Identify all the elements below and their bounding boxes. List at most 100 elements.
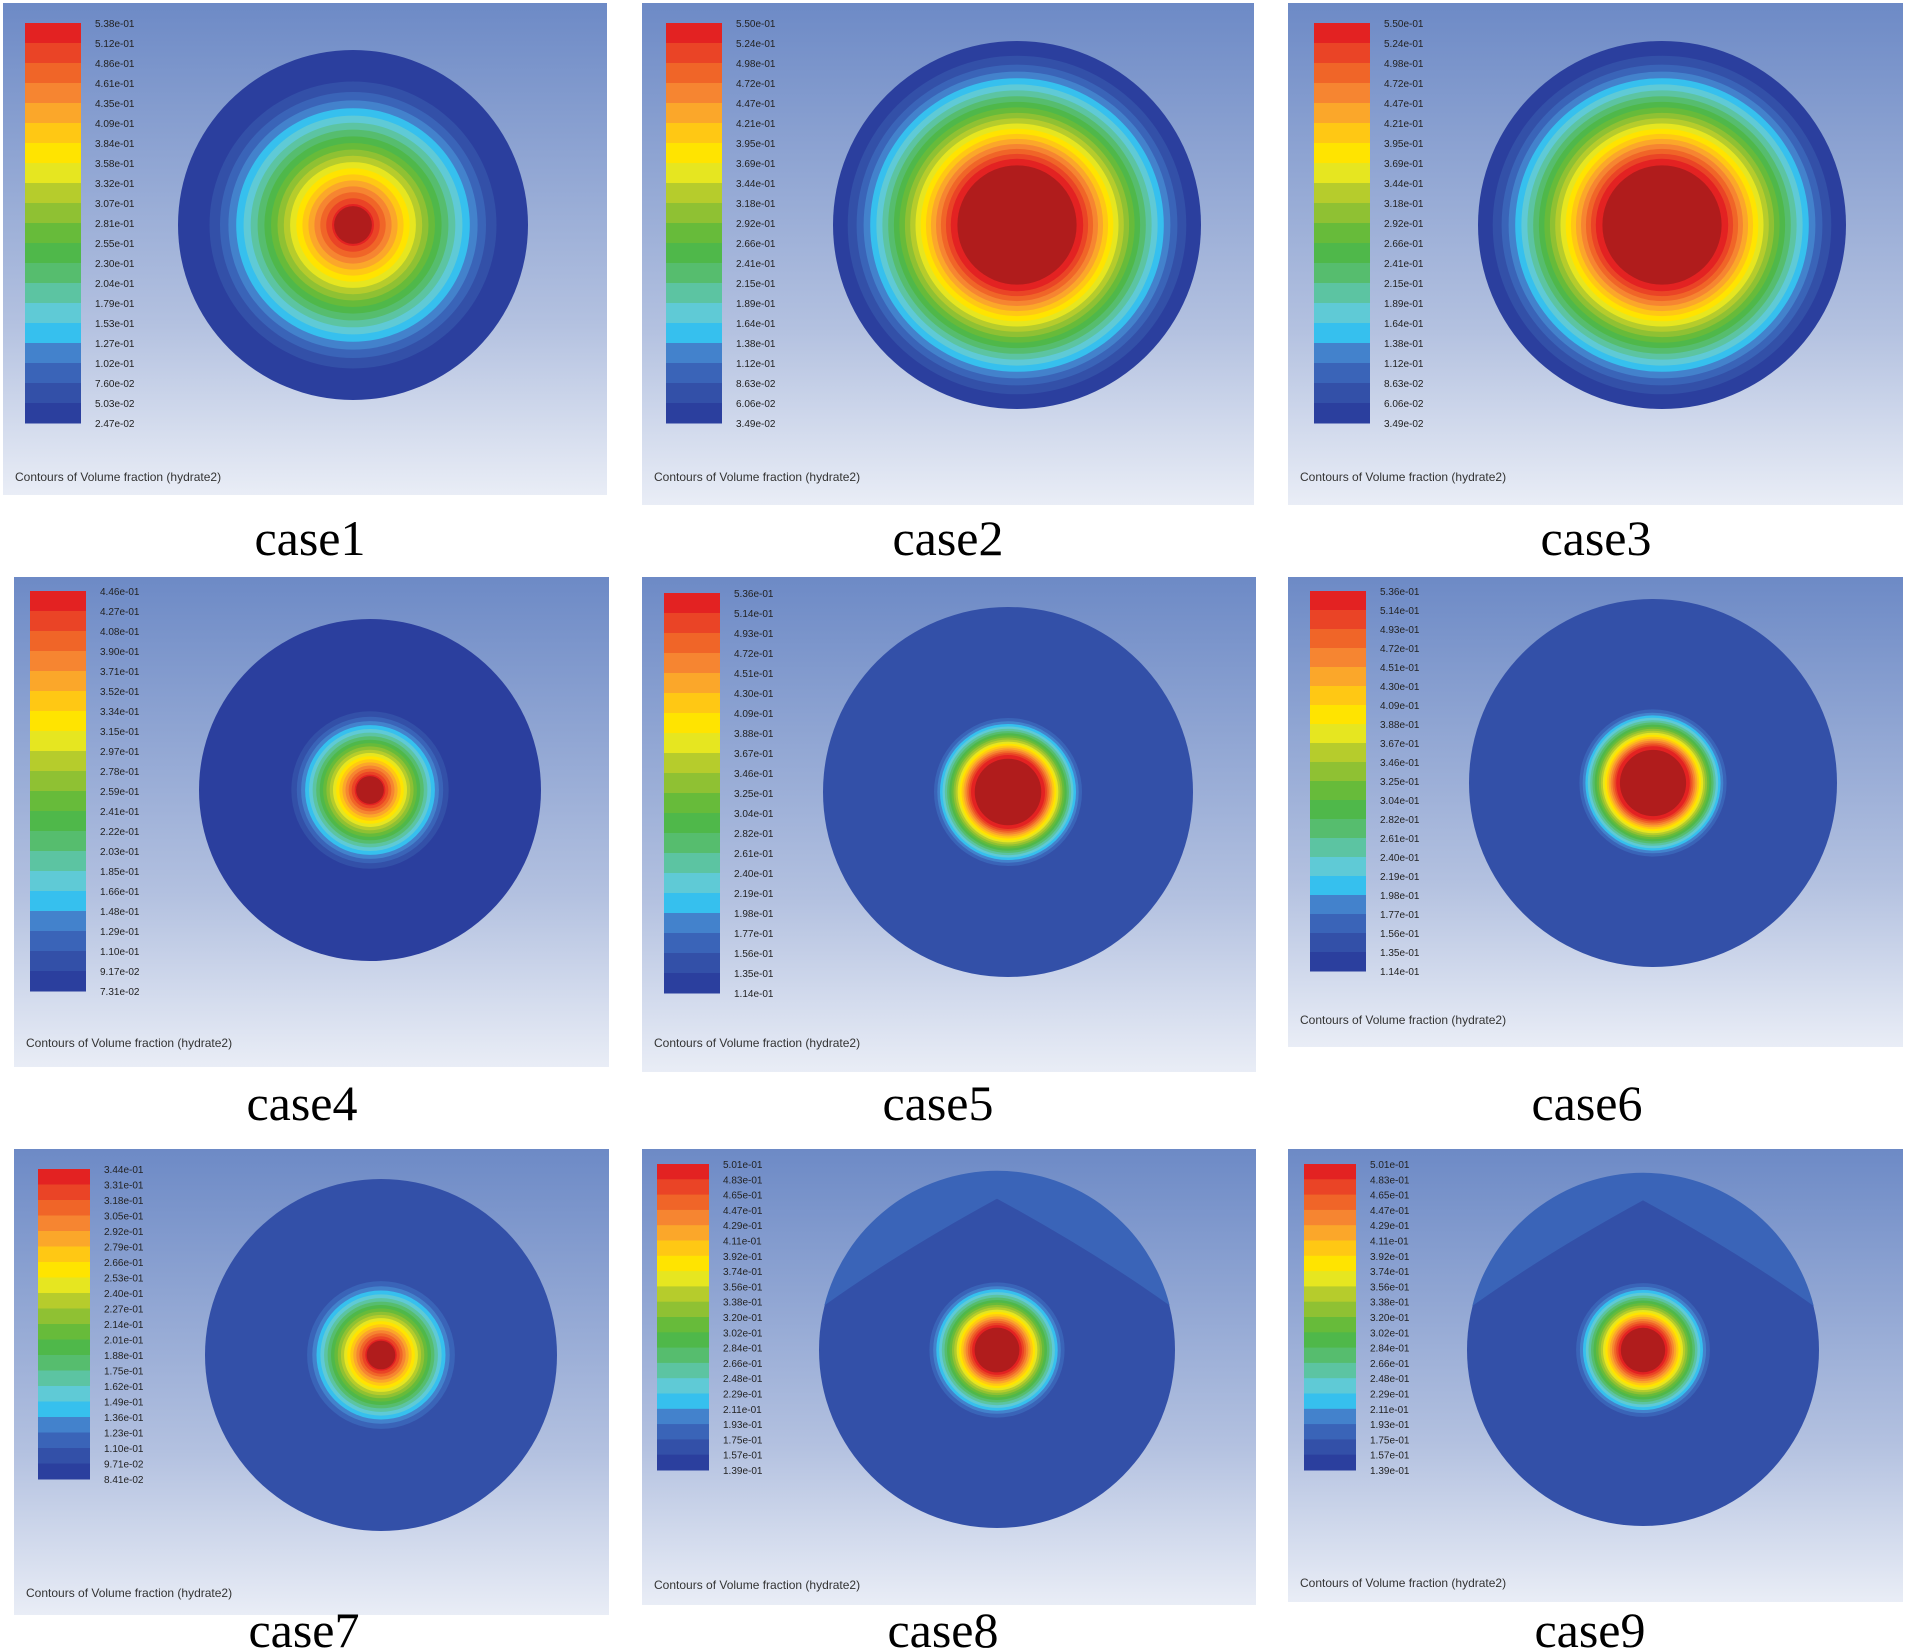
colorbar-tick-label: 1.89e-01 — [736, 299, 776, 310]
colorbar-tick-label: 2.41e-01 — [100, 807, 140, 818]
contour-footer-caption: Contours of Volume fraction (hydrate2) — [654, 1578, 860, 1592]
colorbar-tick-label: 4.21e-01 — [1384, 119, 1424, 130]
colorbar-swatch — [30, 911, 86, 932]
colorbar-swatch — [664, 873, 720, 894]
colorbar-tick-label: 2.41e-01 — [736, 259, 776, 270]
colorbar-legend: 5.01e-01 4.83e-01 4.65e-01 4.47e-01 4.29e-01… — [1304, 1160, 1410, 1477]
colorbar-tick-label: 2.48e-01 — [1370, 1374, 1410, 1385]
colorbar-swatch — [657, 1209, 709, 1226]
colorbar-swatch — [30, 631, 86, 652]
colorbar-tick-label: 1.57e-01 — [723, 1451, 763, 1462]
contour-disc — [199, 619, 541, 961]
colorbar-swatch — [666, 383, 722, 404]
colorbar-swatch — [1310, 876, 1366, 896]
colorbar-swatch — [38, 1184, 90, 1201]
colorbar-tick-label: 3.58e-01 — [95, 159, 135, 170]
colorbar-swatch — [25, 263, 81, 284]
colorbar-swatch — [657, 1255, 709, 1272]
contour-disc — [178, 50, 528, 400]
colorbar-swatch — [30, 871, 86, 892]
colorbar-swatch — [25, 323, 81, 344]
colorbar-tick-label: 4.47e-01 — [1370, 1206, 1410, 1217]
colorbar-tick-label: 4.72e-01 — [1384, 79, 1424, 90]
colorbar-tick-label: 3.84e-01 — [95, 139, 135, 150]
colorbar-swatch — [666, 243, 722, 264]
colorbar-swatch — [1314, 23, 1370, 44]
colorbar-tick-label: 4.61e-01 — [95, 79, 135, 90]
colorbar-tick-label: 4.51e-01 — [734, 669, 774, 680]
colorbar-swatch — [38, 1293, 90, 1309]
contour-footer-caption: Contours of Volume fraction (hydrate2) — [15, 470, 221, 484]
case-title: case6 — [1531, 1075, 1642, 1131]
colorbar-swatch — [25, 363, 81, 384]
colorbar-swatch — [664, 753, 720, 774]
contour-core — [974, 758, 1042, 826]
colorbar-tick-label: 3.49e-02 — [736, 419, 776, 430]
contour-top-cap — [824, 1170, 1170, 1306]
colorbar-tick-label: 3.95e-01 — [1384, 139, 1424, 150]
colorbar-legend: 5.50e-01 5.24e-01 4.98e-01 4.72e-01 4.47e-01… — [1314, 19, 1424, 430]
colorbar-swatch — [664, 793, 720, 814]
colorbar-tick-label: 4.11e-01 — [723, 1237, 762, 1248]
contour-panel-case5: 5.36e-01 5.14e-01 4.93e-01 4.72e-01 4.51e-01… — [642, 577, 1256, 1072]
colorbar-tick-label: 3.04e-01 — [1380, 796, 1420, 807]
colorbar-swatch — [1310, 686, 1366, 706]
colorbar-tick-label: 1.38e-01 — [1384, 339, 1424, 350]
colorbar-swatch — [30, 671, 86, 692]
colorbar-tick-label: 4.09e-01 — [95, 119, 135, 130]
colorbar-swatch — [664, 833, 720, 854]
colorbar-swatch — [657, 1393, 709, 1410]
colorbar-swatch — [38, 1277, 90, 1294]
colorbar-swatch — [657, 1408, 709, 1425]
colorbar-swatch — [25, 163, 81, 184]
colorbar-tick-label: 2.92e-01 — [736, 219, 776, 230]
colorbar-swatch — [1310, 610, 1366, 630]
colorbar-swatch — [30, 831, 86, 852]
colorbar-swatch — [657, 1179, 709, 1196]
colorbar-swatch — [1310, 648, 1366, 668]
colorbar-tick-label: 8.63e-02 — [736, 379, 776, 390]
colorbar-swatch — [657, 1164, 709, 1180]
colorbar-swatch — [1304, 1424, 1356, 1440]
colorbar-tick-label: 1.75e-01 — [1370, 1435, 1410, 1446]
colorbar-tick-label: 3.34e-01 — [100, 707, 140, 718]
colorbar-swatch — [1310, 952, 1366, 972]
colorbar-swatch — [1310, 838, 1366, 858]
colorbar-swatch — [1314, 403, 1370, 424]
colorbar-swatch — [1314, 383, 1370, 404]
colorbar-swatch — [666, 123, 722, 144]
contour-core — [366, 1340, 396, 1370]
colorbar-tick-label: 1.48e-01 — [100, 907, 140, 918]
colorbar-swatch — [25, 203, 81, 224]
contour-disc — [819, 1170, 1175, 1528]
contour-core — [1620, 1327, 1666, 1373]
colorbar-swatch — [30, 791, 86, 812]
colorbar-swatch — [666, 403, 722, 424]
colorbar-tick-label: 1.75e-01 — [104, 1367, 144, 1378]
colorbar-swatch — [1304, 1317, 1356, 1333]
colorbar-tick-label: 2.84e-01 — [723, 1344, 763, 1355]
case-title: case3 — [1540, 510, 1651, 566]
colorbar-swatch — [657, 1240, 709, 1257]
contour-top-cap — [1472, 1172, 1814, 1306]
colorbar-swatch — [25, 23, 81, 44]
colorbar-tick-label: 1.10e-01 — [100, 947, 140, 958]
colorbar-legend: 3.44e-01 3.31e-01 3.18e-01 3.05e-01 2.92e-01… — [38, 1165, 144, 1486]
colorbar-swatch — [1314, 283, 1370, 304]
colorbar-swatch — [666, 323, 722, 344]
colorbar-tick-label: 1.12e-01 — [736, 359, 776, 370]
colorbar-swatch — [666, 23, 722, 44]
colorbar-swatch — [666, 103, 722, 124]
colorbar-swatch — [664, 953, 720, 974]
colorbar-swatch — [30, 811, 86, 832]
colorbar-swatch — [666, 43, 722, 64]
colorbar-tick-label: 4.93e-01 — [734, 629, 774, 640]
colorbar-tick-label: 3.31e-01 — [104, 1181, 144, 1192]
colorbar-swatch — [25, 123, 81, 144]
colorbar-tick-label: 1.29e-01 — [100, 927, 140, 938]
colorbar-tick-label: 4.86e-01 — [95, 59, 135, 70]
colorbar-tick-label: 1.02e-01 — [95, 359, 135, 370]
colorbar-swatch — [1304, 1240, 1356, 1257]
colorbar-tick-label: 4.08e-01 — [100, 627, 140, 638]
colorbar-swatch — [30, 891, 86, 912]
